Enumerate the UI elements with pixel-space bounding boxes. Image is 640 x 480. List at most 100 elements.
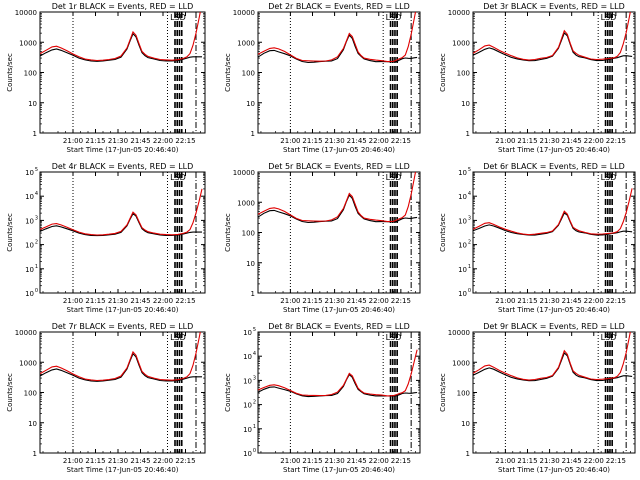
x-tick-label: 21:15 <box>517 297 537 305</box>
y-tick-label: 10 <box>458 217 467 225</box>
y-tick-label: 1000 <box>237 199 255 207</box>
y-tick-label: 1 <box>251 290 255 298</box>
y-tick-label: 10 <box>25 169 34 177</box>
y-tick-label: 1000 <box>452 39 470 47</box>
y-axis-label: Counts/sec <box>439 373 447 412</box>
x-tick-label: 21:30 <box>539 137 559 145</box>
plot-frame <box>257 331 421 454</box>
series-line-events <box>258 33 418 64</box>
x-tick-label: 22:00 <box>584 457 604 465</box>
x-tick-label: 22:00 <box>369 457 389 465</box>
x-tick-label: 21:45 <box>130 137 150 145</box>
y-tick-label: 10 <box>246 100 255 108</box>
y-tick-exponent: 5 <box>253 327 256 333</box>
x-axis-label: Start Time (17-Jun-05 20:46:40) <box>67 466 179 474</box>
y-tick-label: 1 <box>251 130 255 138</box>
y-tick-label: 100 <box>457 390 470 398</box>
x-tick-label: 21:15 <box>85 137 105 145</box>
x-tick-label: 21:45 <box>562 457 582 465</box>
y-tick-label: 10 <box>243 329 252 337</box>
x-tick-label: 22:00 <box>153 457 173 465</box>
y-tick-label: 10 <box>461 420 470 428</box>
panel-det-1: Det 1r BLACK = Events, RED = LLD 1 10 100 10… <box>6 2 206 154</box>
y-tick-label: 10 <box>458 266 467 274</box>
y-tick-exponent: 3 <box>35 215 38 221</box>
x-tick-label: 21:45 <box>562 137 582 145</box>
x-tick-label: 21:45 <box>130 457 150 465</box>
y-axis-label: Counts/sec <box>6 53 14 92</box>
saa-marker-label: LSD <box>386 13 402 22</box>
y-tick-label: 10 <box>25 193 34 201</box>
x-axis-label: Start Time (17-Jun-05 20:46:40) <box>498 146 610 154</box>
x-tick-label: 21:30 <box>108 137 128 145</box>
y-tick-label: 10000 <box>15 9 37 17</box>
y-axis-label: Counts/sec <box>224 373 232 412</box>
series-line-lld <box>258 172 417 223</box>
saa-marker-label: LSD <box>170 173 186 182</box>
y-tick-label: 10 <box>25 290 34 298</box>
x-tick-label: 21:45 <box>562 297 582 305</box>
panel-title: Det 9r BLACK = Events, RED = LLD <box>483 322 625 331</box>
y-tick-label: 1 <box>466 130 470 138</box>
x-axis-label: Start Time (17-Jun-05 20:46:40) <box>67 146 179 154</box>
plot-frame <box>39 171 206 294</box>
x-tick-label: 21:30 <box>324 137 344 145</box>
y-tick-label: 10 <box>243 450 252 458</box>
y-tick-label: 10 <box>458 242 467 250</box>
saa-marker-label: LSD <box>170 333 186 342</box>
plot-area: LSD <box>258 332 418 453</box>
y-tick-exponent: 4 <box>253 351 256 357</box>
y-tick-exponent: 0 <box>253 448 256 454</box>
x-tick-label: 21:45 <box>347 297 367 305</box>
series-line-events <box>258 373 418 398</box>
y-tick-label: 1 <box>33 450 37 458</box>
x-tick-label: 21:15 <box>85 457 105 465</box>
y-tick-label: 1 <box>33 130 37 138</box>
series-line-events <box>40 352 202 382</box>
x-axis-label: Start Time (17-Jun-05 20:46:40) <box>498 306 610 314</box>
y-axis-label: Counts/sec <box>224 53 232 92</box>
x-tick-label: 21:30 <box>324 297 344 305</box>
y-axis-label: Counts/sec <box>439 53 447 92</box>
saa-marker-label: LSD <box>601 173 617 182</box>
x-tick-label: 22:15 <box>175 297 195 305</box>
x-tick-label: 21:30 <box>539 297 559 305</box>
y-tick-exponent: 1 <box>253 424 256 430</box>
series-line-events <box>258 193 418 224</box>
panel-det-2: Det 2r BLACK = Events, RED = LLD 1 10 100 10… <box>224 2 421 154</box>
x-tick-label: 21:45 <box>130 297 150 305</box>
x-tick-label: 21:30 <box>108 457 128 465</box>
y-tick-exponent: 3 <box>253 375 256 381</box>
y-tick-label: 10000 <box>448 9 470 17</box>
y-tick-exponent: 2 <box>468 240 471 246</box>
panel-title: Det 3r BLACK = Events, RED = LLD <box>483 2 625 11</box>
y-axis-label: Counts/sec <box>6 213 14 252</box>
panel-det-9: Det 9r BLACK = Events, RED = LLD 1 10 100 10… <box>439 322 636 474</box>
plot-area: LSD <box>40 172 203 293</box>
panel-title: Det 8r BLACK = Events, RED = LLD <box>268 322 410 331</box>
y-tick-label: 100 <box>457 70 470 78</box>
panel-det-7: Det 7r BLACK = Events, RED = LLD 1 10 100 10… <box>6 322 206 474</box>
x-tick-label: 21:00 <box>280 457 300 465</box>
y-tick-exponent: 4 <box>35 191 38 197</box>
y-tick-label: 10 <box>458 290 467 298</box>
y-tick-label: 100 <box>24 390 37 398</box>
x-tick-label: 21:00 <box>63 297 83 305</box>
x-tick-label: 21:15 <box>517 137 537 145</box>
y-tick-label: 1000 <box>452 359 470 367</box>
y-tick-label: 10000 <box>15 329 37 337</box>
y-tick-label: 10000 <box>233 9 255 17</box>
saa-marker-label: LSD <box>170 13 186 22</box>
series-line-events <box>473 32 633 62</box>
x-axis-label: Start Time (17-Jun-05 20:46:40) <box>498 466 610 474</box>
y-axis-label: Counts/sec <box>439 213 447 252</box>
saa-marker-label: LSD <box>386 333 402 342</box>
plot-area: LSD <box>40 332 202 453</box>
y-tick-exponent: 0 <box>468 288 471 294</box>
series-line-events <box>40 212 202 237</box>
y-tick-exponent: 0 <box>35 288 38 294</box>
plot-area: LSD <box>473 172 633 293</box>
saa-marker-label: LSD <box>601 333 617 342</box>
